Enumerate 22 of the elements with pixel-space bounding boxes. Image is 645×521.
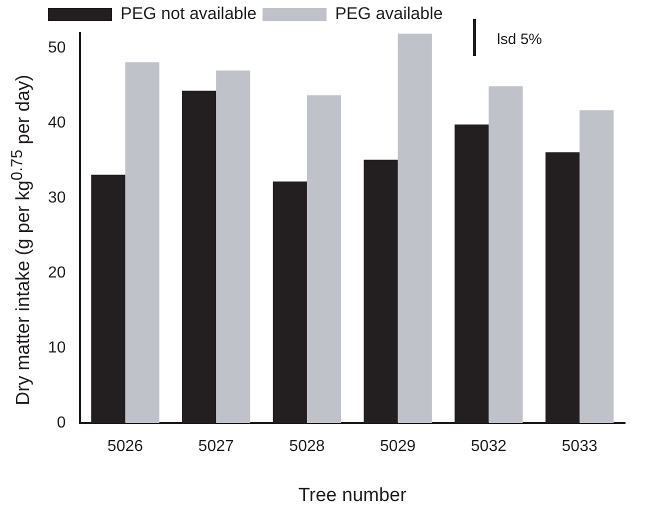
x-axis-title: Tree number [298, 484, 408, 506]
y-tick-label: 30 [48, 189, 66, 206]
y-tick-label: 40 [48, 114, 66, 132]
x-tick-label: 5026 [107, 438, 144, 456]
bar [398, 34, 432, 423]
bar [125, 62, 160, 423]
y-tick-label: 50 [48, 39, 66, 56]
x-tick-label: 5028 [289, 438, 325, 456]
y-tick-label: 0 [56, 414, 66, 432]
x-tick-label: 5033 [562, 438, 598, 456]
y-tick-label: 20 [48, 264, 66, 282]
bar [216, 70, 250, 423]
x-tick-label: 5027 [198, 438, 234, 456]
y-tick-label: 10 [48, 339, 66, 356]
bar [306, 95, 342, 423]
annotation: lsd 5% [497, 31, 542, 48]
bar [580, 110, 614, 423]
x-tick-label: 5029 [380, 438, 416, 456]
bar [488, 86, 523, 423]
x-tick-label: 5032 [470, 438, 507, 456]
legend-label: PEG not available [120, 4, 257, 24]
legend-label: PEG available [335, 4, 443, 24]
